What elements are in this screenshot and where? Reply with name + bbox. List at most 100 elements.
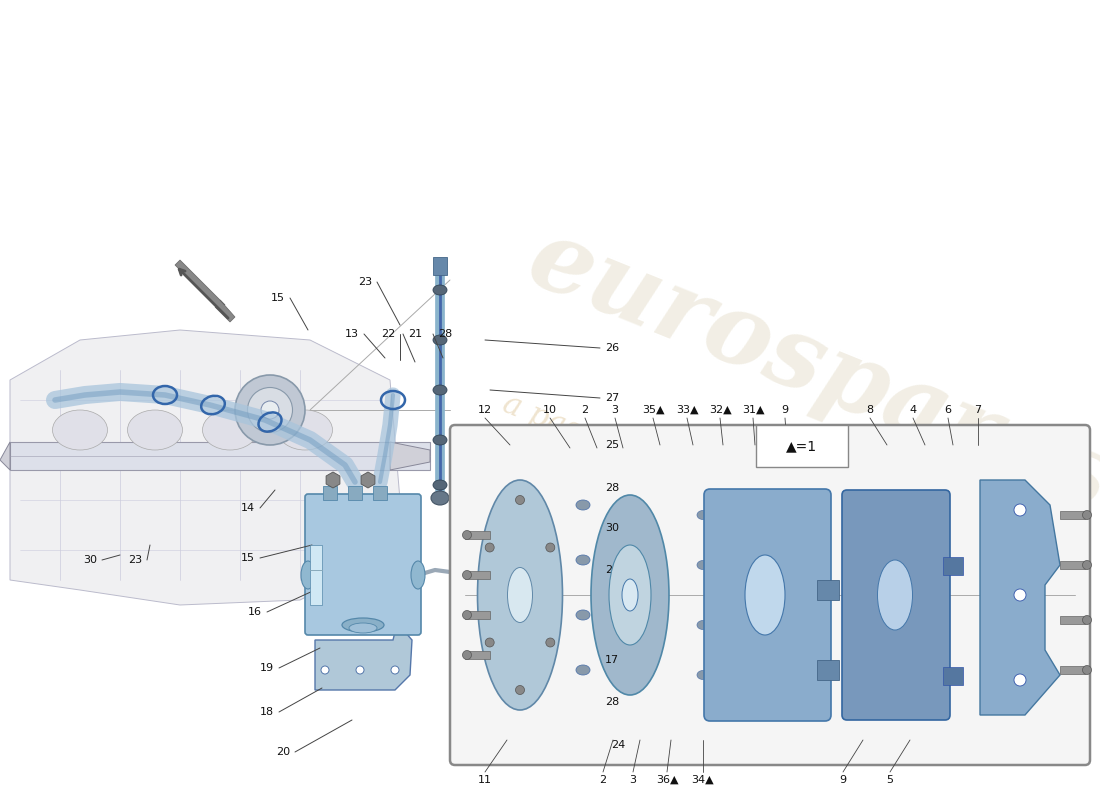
Ellipse shape — [878, 560, 913, 630]
Text: 25: 25 — [605, 440, 619, 450]
Text: 23: 23 — [128, 555, 142, 565]
Bar — [433, 257, 447, 275]
Polygon shape — [0, 442, 10, 470]
Text: 9: 9 — [781, 405, 789, 415]
Bar — [465, 531, 490, 539]
Ellipse shape — [621, 579, 638, 611]
Ellipse shape — [546, 543, 554, 552]
Text: 26: 26 — [605, 343, 619, 353]
Ellipse shape — [1082, 615, 1091, 625]
Ellipse shape — [546, 638, 554, 647]
Ellipse shape — [1014, 674, 1026, 686]
Ellipse shape — [849, 510, 861, 519]
Bar — [1060, 616, 1085, 624]
Ellipse shape — [697, 670, 710, 679]
Ellipse shape — [516, 686, 525, 694]
Text: 18: 18 — [260, 707, 274, 717]
Text: 23: 23 — [358, 277, 372, 287]
Ellipse shape — [433, 435, 447, 445]
Ellipse shape — [433, 335, 447, 345]
Bar — [817, 580, 839, 600]
Ellipse shape — [849, 670, 861, 679]
Text: 29: 29 — [605, 565, 619, 575]
Text: 15: 15 — [241, 553, 255, 563]
Ellipse shape — [462, 650, 472, 659]
Text: 28: 28 — [605, 483, 619, 493]
Ellipse shape — [591, 495, 669, 695]
FancyBboxPatch shape — [305, 494, 421, 635]
Ellipse shape — [301, 561, 315, 589]
Text: 36▲: 36▲ — [656, 775, 679, 785]
Polygon shape — [361, 472, 375, 488]
Text: 4: 4 — [910, 405, 916, 415]
Text: 2: 2 — [600, 775, 606, 785]
Text: 17: 17 — [605, 655, 619, 665]
Text: 34▲: 34▲ — [692, 775, 714, 785]
Ellipse shape — [390, 666, 399, 674]
Ellipse shape — [349, 623, 377, 633]
Text: 28: 28 — [605, 697, 619, 707]
Bar — [1060, 561, 1085, 569]
Bar — [465, 651, 490, 659]
Bar — [943, 557, 962, 575]
Text: 14: 14 — [241, 503, 255, 513]
Text: 7: 7 — [975, 405, 981, 415]
Ellipse shape — [1082, 561, 1091, 570]
FancyBboxPatch shape — [756, 425, 848, 467]
Ellipse shape — [507, 567, 532, 622]
Ellipse shape — [697, 621, 710, 630]
Ellipse shape — [697, 510, 710, 519]
Ellipse shape — [697, 561, 710, 570]
Ellipse shape — [576, 500, 590, 510]
Ellipse shape — [1082, 510, 1091, 519]
Ellipse shape — [235, 375, 305, 445]
Ellipse shape — [477, 480, 562, 710]
Text: 11: 11 — [478, 775, 492, 785]
Ellipse shape — [261, 401, 279, 419]
Polygon shape — [315, 632, 412, 690]
Ellipse shape — [482, 569, 498, 581]
Polygon shape — [728, 660, 800, 704]
Polygon shape — [175, 260, 235, 322]
Ellipse shape — [462, 570, 472, 579]
Text: 24: 24 — [610, 740, 625, 750]
Text: 21: 21 — [408, 329, 422, 339]
Polygon shape — [390, 442, 430, 470]
Ellipse shape — [576, 610, 590, 620]
Ellipse shape — [321, 666, 329, 674]
Ellipse shape — [462, 530, 472, 539]
Text: 5: 5 — [887, 775, 893, 785]
Bar — [465, 611, 490, 619]
Text: 2: 2 — [582, 405, 588, 415]
Ellipse shape — [485, 543, 494, 552]
Ellipse shape — [482, 499, 498, 511]
Text: 15: 15 — [271, 293, 285, 303]
Text: 10: 10 — [543, 405, 557, 415]
Text: ▲=1: ▲=1 — [786, 439, 817, 453]
Ellipse shape — [745, 555, 785, 635]
Ellipse shape — [1082, 666, 1091, 674]
Ellipse shape — [433, 480, 447, 490]
Text: 3: 3 — [612, 405, 618, 415]
FancyBboxPatch shape — [842, 490, 950, 720]
Ellipse shape — [849, 561, 861, 570]
Bar — [348, 486, 362, 500]
Text: 32▲: 32▲ — [708, 405, 732, 415]
Text: a passion for parts since 1985: a passion for parts since 1985 — [498, 389, 942, 591]
Text: 22: 22 — [381, 329, 395, 339]
Polygon shape — [326, 472, 340, 488]
Bar — [943, 667, 962, 685]
Ellipse shape — [576, 665, 590, 675]
Ellipse shape — [431, 491, 449, 505]
Bar — [323, 486, 337, 500]
Text: 9: 9 — [839, 775, 847, 785]
Text: 35▲: 35▲ — [641, 405, 664, 415]
Ellipse shape — [53, 410, 108, 450]
Text: eurospares: eurospares — [515, 210, 1100, 530]
Text: 6: 6 — [945, 405, 952, 415]
Bar — [817, 660, 839, 680]
Bar — [310, 545, 322, 605]
Text: 3: 3 — [629, 775, 637, 785]
Ellipse shape — [277, 410, 332, 450]
Ellipse shape — [356, 666, 364, 674]
